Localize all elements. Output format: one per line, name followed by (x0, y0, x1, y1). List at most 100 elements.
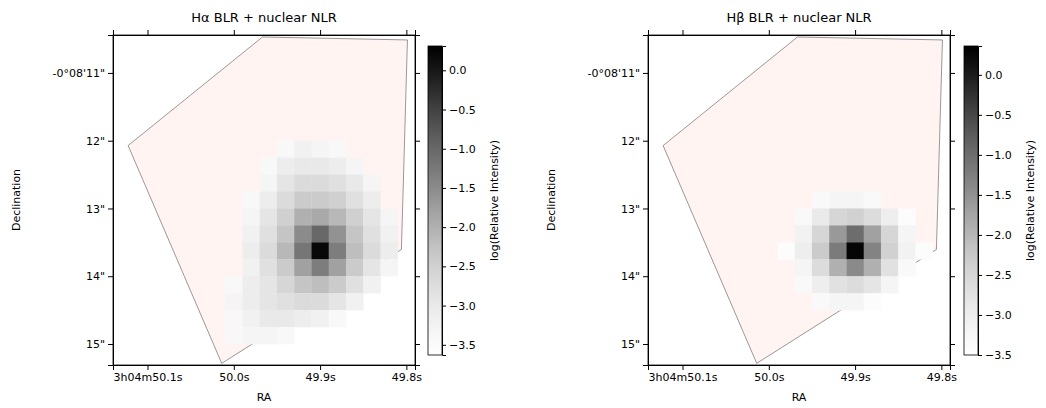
cell (225, 293, 243, 310)
tick-mark (978, 75, 982, 76)
tick-label: −1.0 (985, 149, 1012, 162)
tick: 0.0 (978, 69, 1003, 82)
x-axis-title: RA (257, 391, 272, 404)
cell (846, 192, 864, 209)
cell (225, 276, 243, 293)
tick: −2.5 (442, 260, 476, 273)
cell (846, 276, 864, 293)
cell (242, 242, 260, 259)
tick: −2.0 (978, 229, 1012, 242)
cell (242, 259, 260, 276)
cell (277, 175, 295, 192)
y-axis: -0°08'11"12"13"14"15" (587, 36, 648, 366)
tick: −3.5 (442, 339, 476, 352)
x-axis: 3h04m50.1s50.0s49.9s49.8s (649, 365, 958, 384)
cells (225, 141, 398, 345)
tick (950, 208, 955, 209)
x-axis-top (114, 30, 416, 36)
cell (329, 276, 347, 293)
cell (898, 225, 916, 242)
cell (242, 208, 260, 225)
panel: 3h04m50.1s50.0s49.9s49.8s-0°08'11"12"13"… (10, 10, 501, 404)
cell (363, 259, 381, 276)
cell (260, 293, 278, 310)
tick: 49.9s (305, 365, 335, 384)
cell (311, 158, 329, 175)
y-axis-right (950, 36, 955, 366)
cell (846, 242, 864, 259)
cell (329, 208, 347, 225)
tick: 14" (621, 270, 648, 283)
axis-line (114, 366, 416, 371)
cell (260, 192, 278, 209)
tick-mark (643, 344, 648, 345)
tick-label: −2.5 (449, 260, 476, 273)
tick: 14" (86, 270, 113, 283)
cell (294, 175, 312, 192)
cell (242, 225, 260, 242)
cell (846, 259, 864, 276)
tick (234, 30, 235, 35)
y-axis-right (415, 36, 420, 366)
cell (898, 208, 916, 225)
cell (294, 158, 312, 175)
cell (329, 310, 347, 327)
cell (260, 259, 278, 276)
tick: −0.5 (978, 109, 1012, 122)
tick: 49.9s (840, 365, 870, 384)
cell (898, 259, 916, 276)
cell (294, 141, 312, 158)
tick: 15" (86, 338, 113, 351)
tick-mark (643, 276, 648, 277)
axis-line (951, 36, 956, 366)
tick-mark (415, 344, 420, 345)
axis-line (114, 30, 416, 36)
tick-label: 13" (621, 202, 640, 215)
cell (864, 293, 882, 310)
tick-label: −2.5 (985, 269, 1012, 282)
tick (320, 30, 321, 35)
tick-label: −2.0 (985, 229, 1012, 242)
colorbar-title: log(Relative Intensity) (488, 140, 501, 261)
cell (795, 208, 813, 225)
cell (346, 259, 364, 276)
title: Hα BLR + nuclear NLR (191, 10, 337, 25)
cell (864, 208, 882, 225)
cell (277, 293, 295, 310)
cell (363, 242, 381, 259)
tick-mark (320, 30, 321, 35)
tick-label: −1.0 (449, 143, 476, 156)
tick (950, 141, 955, 142)
cell (311, 259, 329, 276)
tick-label: −3.5 (985, 349, 1012, 362)
tick-mark (108, 73, 113, 74)
cell (363, 208, 381, 225)
cell (294, 242, 312, 259)
tick-mark (406, 365, 407, 370)
tick-mark (769, 365, 770, 370)
colorbar (964, 46, 978, 355)
axis-line (979, 47, 983, 356)
tick-mark (855, 365, 856, 370)
tick: −3.0 (442, 300, 476, 313)
tick-mark (950, 141, 955, 142)
cell (881, 276, 899, 293)
footprint (663, 37, 942, 363)
tick-label: 15" (621, 338, 640, 351)
tick-mark (108, 276, 113, 277)
cell (277, 141, 295, 158)
tick-label: −0.5 (449, 104, 476, 117)
frame (648, 35, 950, 365)
cell (311, 192, 329, 209)
cell (277, 208, 295, 225)
cell (363, 276, 381, 293)
tick-mark (941, 30, 942, 35)
tick-label: -0°08'11" (587, 67, 640, 80)
tick-mark (442, 110, 446, 111)
cell (829, 293, 847, 310)
tick-label: 49.9s (840, 371, 870, 384)
cell (881, 208, 899, 225)
cell (829, 276, 847, 293)
tick-label: −0.5 (985, 109, 1012, 122)
cell (846, 293, 864, 310)
